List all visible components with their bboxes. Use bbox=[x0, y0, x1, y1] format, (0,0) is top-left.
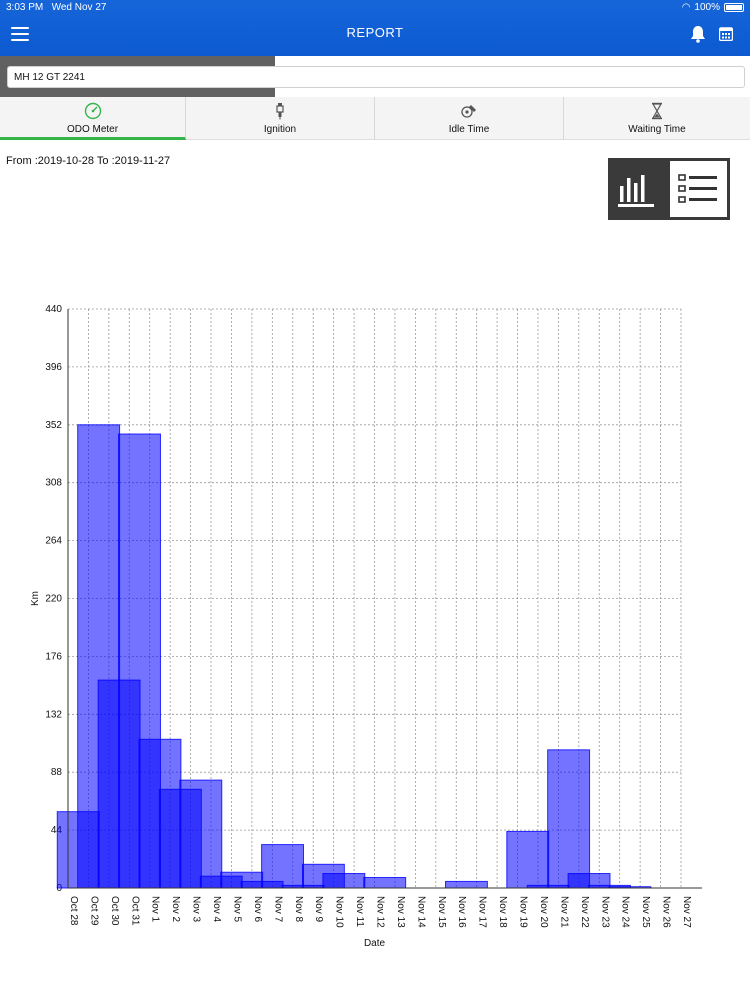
vehicle-number-field[interactable]: MH 12 GT 2241 bbox=[7, 66, 745, 88]
bell-icon[interactable] bbox=[690, 25, 706, 43]
tab-label: Waiting Time bbox=[628, 124, 686, 135]
bar-nov-21 bbox=[547, 749, 591, 889]
date-range-label: From :2019-10-28 To :2019-11-27 bbox=[6, 155, 171, 167]
y-tick-label: 0 bbox=[56, 883, 62, 894]
tab-idle-time[interactable]: Idle Time bbox=[375, 97, 564, 140]
tab-ignition[interactable]: Ignition bbox=[186, 97, 375, 140]
nav-bar: REPORT bbox=[0, 16, 750, 56]
x-tick-label: Nov 8 bbox=[293, 896, 304, 923]
x-tick-label: Nov 1 bbox=[150, 896, 161, 923]
bar-nov-19 bbox=[506, 830, 550, 889]
x-tick-label: Nov 24 bbox=[620, 896, 631, 928]
x-tick-label: Nov 19 bbox=[518, 896, 529, 928]
x-tick-label: Nov 6 bbox=[252, 896, 263, 923]
tab-label: Ignition bbox=[263, 124, 297, 135]
x-tick-label: Nov 5 bbox=[231, 896, 242, 923]
x-tick-label: Nov 27 bbox=[681, 896, 692, 928]
speedometer-icon bbox=[84, 102, 101, 120]
y-axis-title: Km bbox=[30, 591, 41, 606]
x-tick-label: Nov 2 bbox=[170, 896, 181, 923]
vehicle-selector-area: MH 12 GT 2241 bbox=[0, 56, 750, 97]
wifi-icon: ◠ bbox=[681, 2, 691, 13]
report-tabs: ODO Meter Ignition Idle Time Waiting Tim… bbox=[0, 97, 750, 140]
y-tick-label: 220 bbox=[45, 594, 62, 605]
tab-label: Idle Time bbox=[448, 124, 490, 135]
view-toggle[interactable] bbox=[608, 158, 730, 220]
top-bar: 3:03 PM Wed Nov 27 ◠ 100% REPORT bbox=[0, 0, 750, 56]
battery-icon bbox=[724, 3, 744, 12]
spark-plug-icon bbox=[276, 103, 284, 120]
menu-icon[interactable] bbox=[11, 27, 29, 41]
x-tick-label: Nov 13 bbox=[395, 896, 406, 928]
y-tick-label: 264 bbox=[45, 536, 62, 547]
y-tick-label: 308 bbox=[45, 478, 62, 489]
x-tick-label: Nov 12 bbox=[375, 896, 386, 928]
tab-label: ODO Meter bbox=[66, 124, 119, 135]
x-tick-label: Oct 31 bbox=[129, 896, 140, 926]
battery-percent: 100% bbox=[694, 2, 720, 13]
x-tick-label: Nov 15 bbox=[436, 896, 447, 928]
x-axis-title: Date bbox=[364, 938, 386, 949]
y-tick-label: 440 bbox=[45, 304, 62, 315]
bar-nov-7 bbox=[261, 844, 304, 889]
x-tick-label: Nov 7 bbox=[272, 896, 283, 923]
page-title: REPORT bbox=[346, 25, 404, 40]
y-tick-label: 44 bbox=[51, 825, 63, 836]
x-tick-label: Nov 18 bbox=[497, 896, 508, 928]
y-tick-label: 176 bbox=[45, 651, 62, 662]
status-bar: 3:03 PM Wed Nov 27 ◠ 100% bbox=[6, 2, 744, 14]
hourglass-icon bbox=[651, 102, 663, 120]
x-tick-label: Nov 21 bbox=[558, 896, 569, 928]
y-tick-label: 352 bbox=[45, 420, 62, 431]
x-tick-label: Oct 30 bbox=[109, 896, 120, 926]
bar-nov-16 bbox=[445, 880, 488, 889]
x-tick-label: Nov 4 bbox=[211, 896, 222, 923]
x-tick-label: Nov 9 bbox=[313, 896, 324, 923]
bar-nov-12 bbox=[363, 876, 407, 889]
tab-waiting-time[interactable]: Waiting Time bbox=[564, 97, 750, 140]
x-tick-label: Nov 17 bbox=[477, 896, 488, 928]
x-tick-label: Nov 26 bbox=[661, 896, 672, 928]
x-tick-label: Nov 20 bbox=[538, 896, 549, 928]
x-tick-label: Nov 22 bbox=[579, 896, 590, 928]
engine-icon bbox=[461, 105, 476, 118]
list-view-button[interactable] bbox=[670, 161, 727, 217]
odometer-bar-chart: 0 44 88 132 176 220 264 308 352 396 440 Oct 28 Oct 2… bbox=[30, 304, 702, 949]
status-right: ◠ 100% bbox=[682, 2, 744, 13]
x-tick-label: Nov 3 bbox=[191, 896, 202, 923]
x-tick-label: Nov 14 bbox=[415, 896, 426, 928]
x-tick-label: Oct 29 bbox=[88, 896, 99, 926]
list-icon bbox=[678, 174, 717, 203]
x-tick-label: Nov 11 bbox=[354, 896, 365, 927]
x-tick-label: Nov 16 bbox=[456, 896, 467, 928]
x-tick-label: Nov 23 bbox=[599, 896, 610, 928]
x-tick-label: Nov 10 bbox=[334, 896, 345, 928]
calendar-icon[interactable] bbox=[719, 26, 733, 41]
y-tick-label: 88 bbox=[51, 767, 63, 778]
status-time: 3:03 PM Wed Nov 27 bbox=[6, 2, 107, 13]
bar-nov-10 bbox=[322, 873, 366, 889]
bar-nov-3 bbox=[179, 779, 223, 889]
x-tick-label: Oct 28 bbox=[68, 896, 79, 926]
y-tick-label: 396 bbox=[45, 362, 62, 373]
x-tick-label: Nov 25 bbox=[640, 896, 651, 928]
tab-odo-meter[interactable]: ODO Meter bbox=[0, 97, 186, 140]
bar-chart-icon[interactable] bbox=[618, 170, 658, 208]
y-tick-label: 132 bbox=[45, 709, 62, 720]
